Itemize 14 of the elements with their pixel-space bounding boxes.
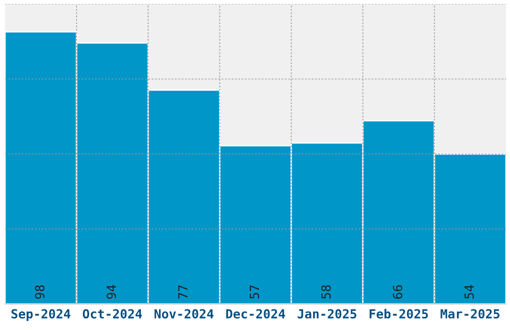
x-tick-label: Feb-2025 — [370, 308, 428, 319]
x-tick-label: Oct-2024 — [82, 309, 142, 319]
x-tick-label: Jan-2025 — [298, 309, 356, 319]
x-tick-label: Nov-2024 — [154, 309, 214, 319]
data-label: 58 — [321, 285, 331, 299]
data-label: 54 — [464, 285, 474, 299]
data-label: 94 — [106, 285, 116, 299]
x-tick-label: Sep-2024 — [11, 309, 70, 321]
x-tick-label: Mar-2025 — [440, 309, 500, 319]
data-label: 98 — [34, 285, 44, 299]
data-label: 66 — [392, 285, 402, 299]
data-label: 57 — [250, 285, 260, 299]
x-tick-label: Dec-2024 — [226, 309, 286, 319]
data-label: 77 — [178, 285, 188, 299]
